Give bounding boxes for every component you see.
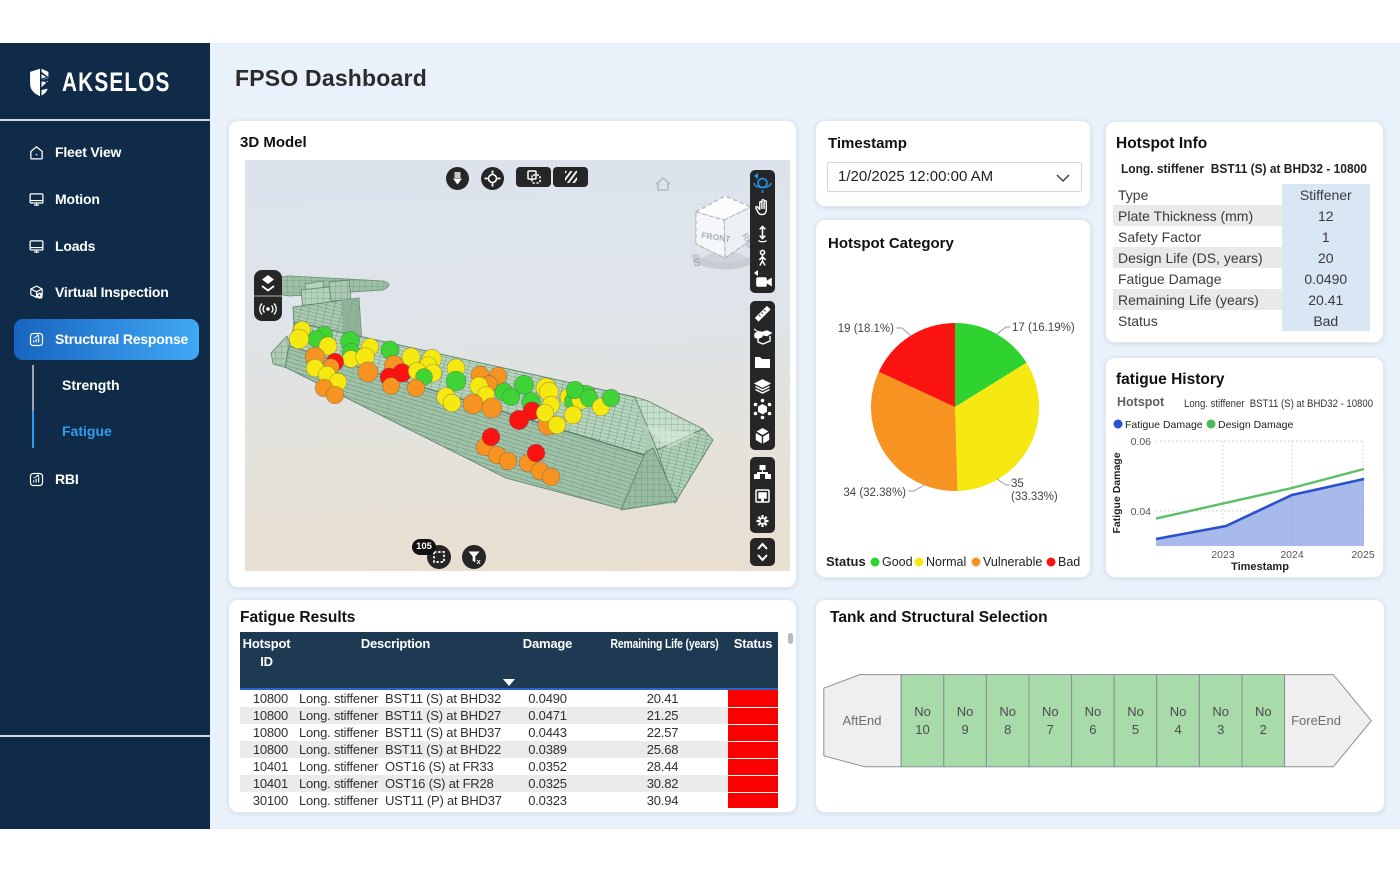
svg-text:3: 3 xyxy=(1217,722,1224,737)
svg-text:35: 35 xyxy=(1011,478,1024,490)
svg-text:No: No xyxy=(1127,704,1144,719)
svg-text:(33.33%): (33.33%) xyxy=(1011,491,1058,503)
svg-text:x: x xyxy=(477,557,482,566)
svg-text:2: 2 xyxy=(1260,722,1267,737)
svg-text:FRONT: FRONT xyxy=(701,230,732,244)
svg-text:0.04: 0.04 xyxy=(1131,506,1152,518)
svg-text:Bad: Bad xyxy=(1058,555,1080,569)
svg-text:No: No xyxy=(1085,704,1102,719)
svg-text:5: 5 xyxy=(1132,722,1139,737)
svg-text:ForeEnd: ForeEnd xyxy=(1291,713,1341,728)
svg-text:19 (18.1%): 19 (18.1%) xyxy=(838,323,894,335)
svg-text:No: No xyxy=(999,704,1016,719)
svg-text:Timestamp: Timestamp xyxy=(1231,561,1289,573)
svg-text:10: 10 xyxy=(915,722,929,737)
svg-text:Fatigue Damage: Fatigue Damage xyxy=(1111,452,1123,533)
svg-text:2024: 2024 xyxy=(1280,549,1304,561)
svg-text:No: No xyxy=(1042,704,1059,719)
svg-text:2025: 2025 xyxy=(1351,549,1375,561)
svg-text:Good: Good xyxy=(882,555,913,569)
svg-text:8: 8 xyxy=(1004,722,1011,737)
svg-text:No: No xyxy=(1212,704,1229,719)
svg-text:Fatigue Damage: Fatigue Damage xyxy=(1125,419,1203,431)
svg-text:9: 9 xyxy=(961,722,968,737)
svg-text:34 (32.38%): 34 (32.38%) xyxy=(843,487,906,499)
svg-text:17 (16.19%): 17 (16.19%) xyxy=(1012,322,1075,334)
svg-text:4: 4 xyxy=(1174,722,1181,737)
svg-text:Normal: Normal xyxy=(926,555,966,569)
svg-text:AftEnd: AftEnd xyxy=(842,713,881,728)
svg-text:Design Damage: Design Damage xyxy=(1218,419,1293,431)
svg-text:No: No xyxy=(914,704,931,719)
svg-text:No: No xyxy=(957,704,974,719)
svg-text:Status: Status xyxy=(826,554,866,569)
svg-text:Vulnerable: Vulnerable xyxy=(983,555,1042,569)
svg-text:No: No xyxy=(1170,704,1187,719)
svg-text:S: S xyxy=(692,256,702,269)
svg-text:6: 6 xyxy=(1089,722,1096,737)
svg-text:7: 7 xyxy=(1047,722,1054,737)
svg-text:0.06: 0.06 xyxy=(1131,436,1152,448)
svg-text:No: No xyxy=(1255,704,1272,719)
svg-text:2023: 2023 xyxy=(1211,549,1235,561)
